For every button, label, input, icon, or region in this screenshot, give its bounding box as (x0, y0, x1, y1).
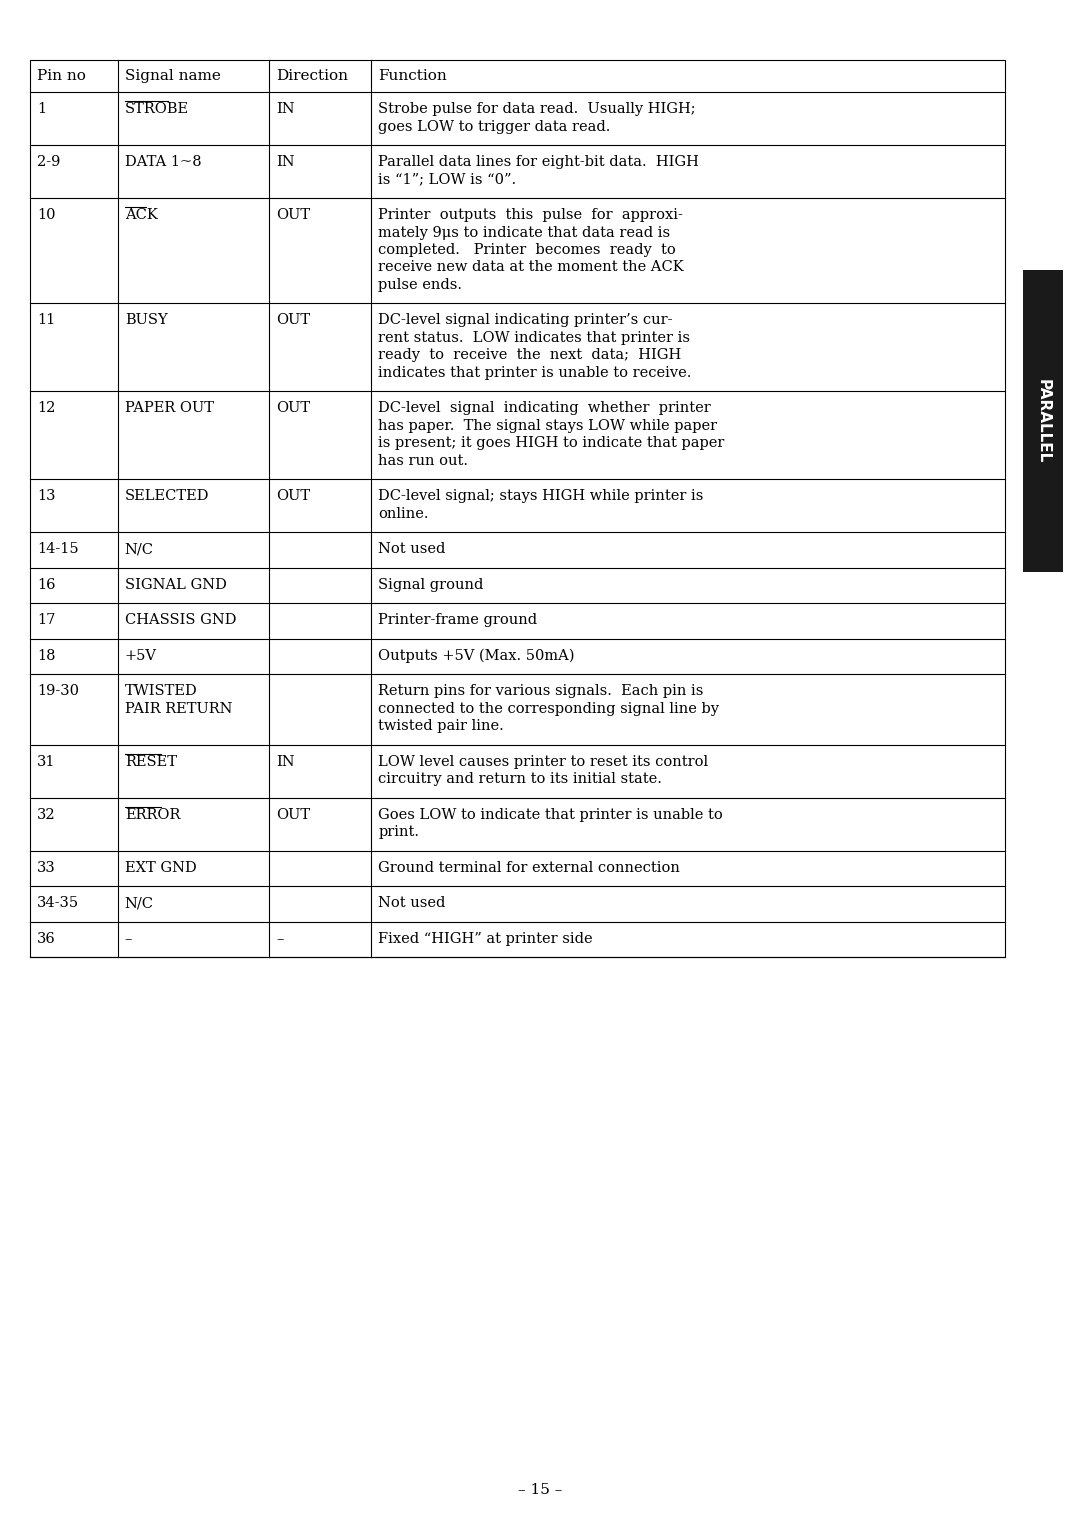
Text: indicates that printer is unable to receive.: indicates that printer is unable to rece… (378, 366, 691, 380)
Text: Printer-frame ground: Printer-frame ground (378, 613, 538, 627)
Text: IN: IN (275, 103, 295, 117)
Text: Signal ground: Signal ground (378, 578, 484, 592)
Text: Strobe pulse for data read.  Usually HIGH;: Strobe pulse for data read. Usually HIGH… (378, 103, 696, 117)
Text: TWISTED: TWISTED (125, 685, 198, 699)
Text: PAIR RETURN: PAIR RETURN (125, 702, 232, 716)
Text: is “1”; LOW is “0”.: is “1”; LOW is “0”. (378, 173, 516, 187)
Text: is present; it goes HIGH to indicate that paper: is present; it goes HIGH to indicate tha… (378, 437, 725, 451)
Text: completed.   Printer  becomes  ready  to: completed. Printer becomes ready to (378, 244, 676, 258)
Text: Printer  outputs  this  pulse  for  approxi-: Printer outputs this pulse for approxi- (378, 208, 684, 222)
Text: SELECTED: SELECTED (125, 489, 210, 503)
Text: 13: 13 (37, 489, 55, 503)
Text: 32: 32 (37, 808, 56, 822)
Text: Pin no: Pin no (37, 69, 86, 83)
Text: Ground terminal for external connection: Ground terminal for external connection (378, 862, 680, 875)
Text: N/C: N/C (125, 897, 153, 911)
Text: 11: 11 (37, 314, 55, 328)
Text: ready  to  receive  the  next  data;  HIGH: ready to receive the next data; HIGH (378, 348, 681, 362)
Text: DC-level  signal  indicating  whether  printer: DC-level signal indicating whether print… (378, 402, 711, 415)
Text: 14-15: 14-15 (37, 543, 79, 556)
Bar (1023, 270, 1063, 572)
Text: connected to the corresponding signal line by: connected to the corresponding signal li… (378, 702, 719, 716)
Text: 36: 36 (37, 932, 56, 946)
Text: pulse ends.: pulse ends. (378, 277, 462, 291)
Text: 19-30: 19-30 (37, 685, 79, 699)
Text: +5V: +5V (125, 648, 157, 662)
Bar (30, 60, 1005, 958)
Text: –: – (125, 932, 132, 946)
Text: OUT: OUT (275, 489, 310, 503)
Text: STROBE: STROBE (125, 103, 189, 117)
Text: RESET: RESET (125, 754, 177, 770)
Text: PAPER OUT: PAPER OUT (125, 402, 214, 415)
Text: 1: 1 (37, 103, 46, 117)
Text: rent status.  LOW indicates that printer is: rent status. LOW indicates that printer … (378, 331, 690, 345)
Text: Not used: Not used (378, 543, 446, 556)
Text: has paper.  The signal stays LOW while paper: has paper. The signal stays LOW while pa… (378, 419, 717, 432)
Text: Parallel data lines for eight-bit data.  HIGH: Parallel data lines for eight-bit data. … (378, 155, 699, 169)
Text: IN: IN (275, 754, 295, 770)
Text: Goes LOW to indicate that printer is unable to: Goes LOW to indicate that printer is una… (378, 808, 723, 822)
Text: Signal name: Signal name (125, 69, 220, 83)
Text: 2-9: 2-9 (37, 155, 60, 169)
Text: 12: 12 (37, 402, 55, 415)
Text: EXT GND: EXT GND (125, 862, 197, 875)
Text: OUT: OUT (275, 208, 310, 222)
Text: OUT: OUT (275, 314, 310, 328)
Text: circuitry and return to its initial state.: circuitry and return to its initial stat… (378, 773, 662, 786)
Text: OUT: OUT (275, 402, 310, 415)
Text: Direction: Direction (275, 69, 348, 83)
Text: IN: IN (275, 155, 295, 169)
Text: ACK: ACK (125, 208, 158, 222)
Text: ERROR: ERROR (125, 808, 180, 822)
Text: 17: 17 (37, 613, 55, 627)
Text: DATA 1~8: DATA 1~8 (125, 155, 201, 169)
Text: 18: 18 (37, 648, 55, 662)
Text: print.: print. (378, 825, 419, 840)
Text: Outputs +5V (Max. 50mA): Outputs +5V (Max. 50mA) (378, 648, 575, 664)
Text: CHASSIS GND: CHASSIS GND (125, 613, 237, 627)
Text: – 15 –: – 15 – (517, 1482, 563, 1498)
Text: Fixed “HIGH” at printer side: Fixed “HIGH” at printer side (378, 932, 593, 946)
Text: mately 9μs to indicate that data read is: mately 9μs to indicate that data read is (378, 225, 671, 239)
Text: SIGNAL GND: SIGNAL GND (125, 578, 227, 592)
Text: 31: 31 (37, 754, 55, 770)
Text: N/C: N/C (125, 543, 153, 556)
Text: goes LOW to trigger data read.: goes LOW to trigger data read. (378, 120, 610, 133)
Text: DC-level signal indicating printer’s cur-: DC-level signal indicating printer’s cur… (378, 314, 673, 328)
Text: BUSY: BUSY (125, 314, 167, 328)
Text: Not used: Not used (378, 897, 446, 911)
Text: 10: 10 (37, 208, 55, 222)
Text: 34-35: 34-35 (37, 897, 79, 911)
Text: Function: Function (378, 69, 447, 83)
Text: 33: 33 (37, 862, 56, 875)
Text: OUT: OUT (275, 808, 310, 822)
Text: has run out.: has run out. (378, 454, 469, 468)
Text: DC-level signal; stays HIGH while printer is: DC-level signal; stays HIGH while printe… (378, 489, 704, 503)
Text: LOW level causes printer to reset its control: LOW level causes printer to reset its co… (378, 754, 708, 770)
Text: –: – (275, 932, 283, 946)
Text: online.: online. (378, 507, 429, 521)
Text: PARALLEL: PARALLEL (1036, 379, 1051, 463)
Text: twisted pair line.: twisted pair line. (378, 719, 504, 733)
Text: receive new data at the moment the ACK: receive new data at the moment the ACK (378, 261, 684, 274)
Text: Return pins for various signals.  Each pin is: Return pins for various signals. Each pi… (378, 685, 704, 699)
Text: 16: 16 (37, 578, 55, 592)
